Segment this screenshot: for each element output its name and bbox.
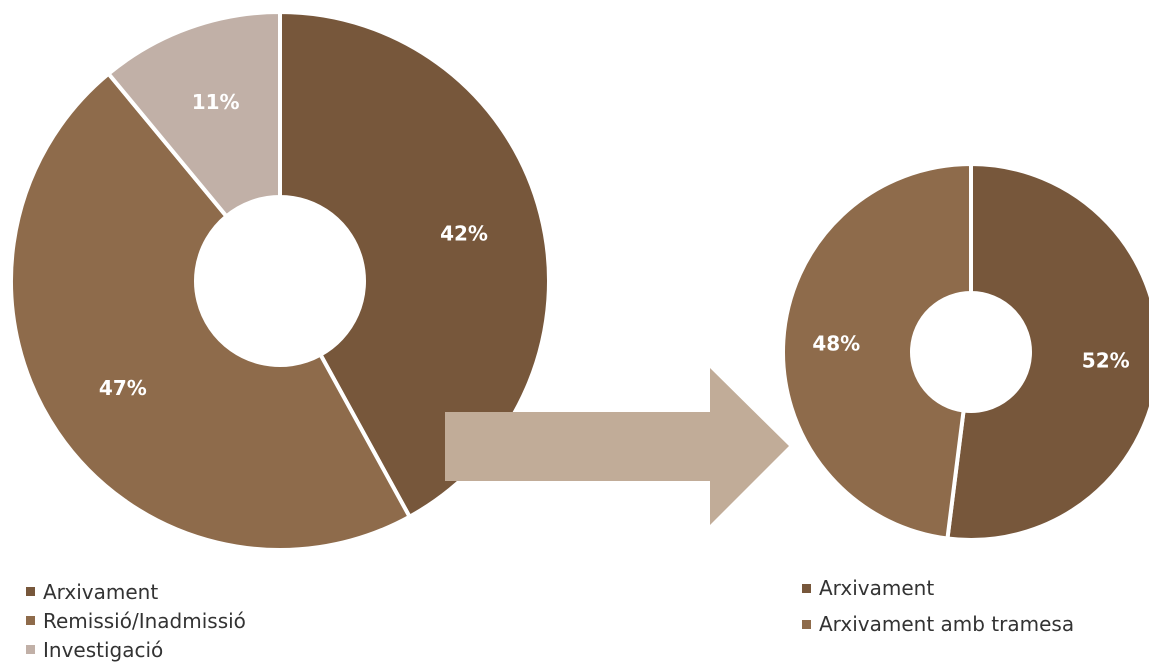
legend-swatch xyxy=(26,587,35,596)
pie-slice xyxy=(9,70,413,553)
slice-value-label: 52% xyxy=(1082,348,1130,372)
legend-label: Investigació xyxy=(43,637,164,662)
legend-label: Arxivament amb tramesa xyxy=(819,612,1075,636)
legend-swatch xyxy=(26,645,35,654)
legend-item: Investigació xyxy=(26,635,246,664)
pie-slice xyxy=(945,161,1149,542)
donut-hole xyxy=(197,198,363,364)
legend-item: Remissió/Inadmissió xyxy=(26,606,246,635)
legend-swatch xyxy=(802,583,811,593)
legend-swatch xyxy=(802,619,811,629)
slice-value-label: 11% xyxy=(192,90,240,114)
donut-hole xyxy=(913,294,1029,410)
legend-item: Arxivament amb tramesa xyxy=(802,606,1074,642)
legend-label: Arxivament xyxy=(819,576,935,600)
legend-item: Arxivament xyxy=(802,570,1074,606)
legend-item: Arxivament xyxy=(26,577,246,606)
arrow-connector xyxy=(445,368,789,525)
legend-right: Arxivament Arxivament amb tramesa xyxy=(802,570,1074,642)
legend-swatch xyxy=(26,616,35,625)
slice-value-label: 48% xyxy=(812,332,860,356)
legend-label: Remissió/Inadmissió xyxy=(43,608,246,633)
slice-value-label: 42% xyxy=(440,222,488,246)
pie-chart-right: 52% 48% xyxy=(780,161,1149,542)
pie-chart-left: 42% 47% 11% xyxy=(9,9,551,553)
legend-left: Arxivament Remissió/Inadmissió Investiga… xyxy=(26,577,246,664)
pie-slice xyxy=(780,161,973,541)
pie-slice xyxy=(105,9,282,220)
slice-value-label: 47% xyxy=(99,376,147,400)
legend-label: Arxivament xyxy=(43,579,159,604)
